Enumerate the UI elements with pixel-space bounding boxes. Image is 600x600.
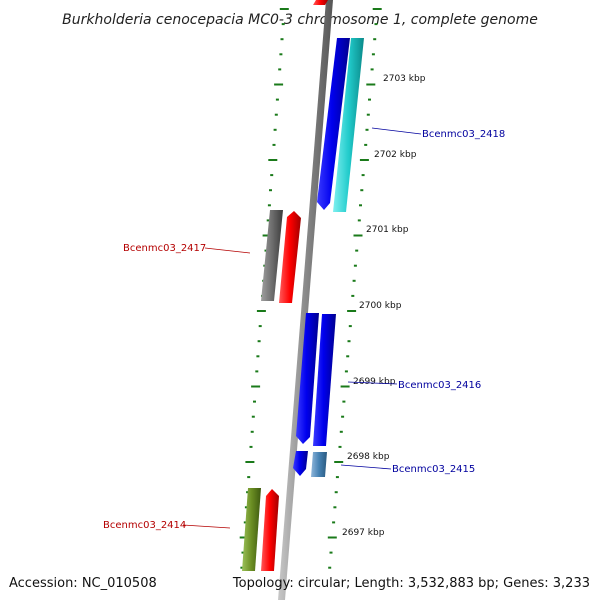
gene-bcenmc03-2417-red (279, 211, 301, 303)
scale-label-2697: 2697 kbp (342, 528, 385, 538)
gene-bcenmc03-2416-b (313, 314, 336, 446)
gene-label-2414[interactable]: Bcenmc03_2414 (103, 520, 186, 531)
leader-2416 (347, 381, 398, 385)
gene-label-2417[interactable]: Bcenmc03_2417 (123, 243, 206, 254)
leader-2415 (340, 464, 392, 470)
gene-bcenmc03-2417 (261, 210, 283, 301)
topology-text: Topology: circular; Length: 3,532,883 bp… (232, 576, 590, 591)
gene-label-2416[interactable]: Bcenmc03_2416 (398, 380, 481, 391)
map-title: Burkholderia cenocepacia MC0-3 chromosom… (62, 12, 538, 28)
gene-bcenmc03-2414-red (261, 489, 279, 571)
genes (242, 0, 364, 571)
scale-label-2700: 2700 kbp (359, 301, 402, 311)
gene-labels: Bcenmc03_2418 Bcenmc03_2417 Bcenmc03_241… (103, 129, 505, 531)
leader-2417 (204, 247, 251, 254)
gene-bcenmc03-2414 (242, 488, 261, 571)
leader-2418 (371, 127, 422, 135)
gene-top-red (313, 0, 328, 5)
gene-bcenmc03-2416 (296, 313, 319, 444)
gene-bcenmc03-2415 (311, 452, 327, 477)
scale-labels: 2703 kbp 2702 kbp 2701 kbp 2700 kbp 2699… (342, 74, 426, 538)
scale-label-2701: 2701 kbp (366, 225, 409, 235)
chromosome-backbone (278, 0, 333, 600)
gene-label-2418[interactable]: Bcenmc03_2418 (422, 129, 505, 140)
scale-label-2699: 2699 kbp (353, 377, 396, 387)
gene-bcenmc03-2415-blue (293, 451, 308, 476)
accession-text: Accession: NC_010508 (9, 576, 157, 591)
scale-label-2702: 2702 kbp (374, 150, 417, 160)
gene-bcenmc03-2418-blue (317, 38, 350, 210)
scale-label-2698: 2698 kbp (347, 452, 390, 462)
gene-label-2415[interactable]: Bcenmc03_2415 (392, 464, 475, 475)
leader-2414 (182, 524, 231, 529)
position-ticks (239, 8, 382, 569)
gene-bcenmc03-2418 (333, 38, 364, 212)
label-leaders (182, 127, 422, 529)
scale-label-2703: 2703 kbp (383, 74, 426, 84)
